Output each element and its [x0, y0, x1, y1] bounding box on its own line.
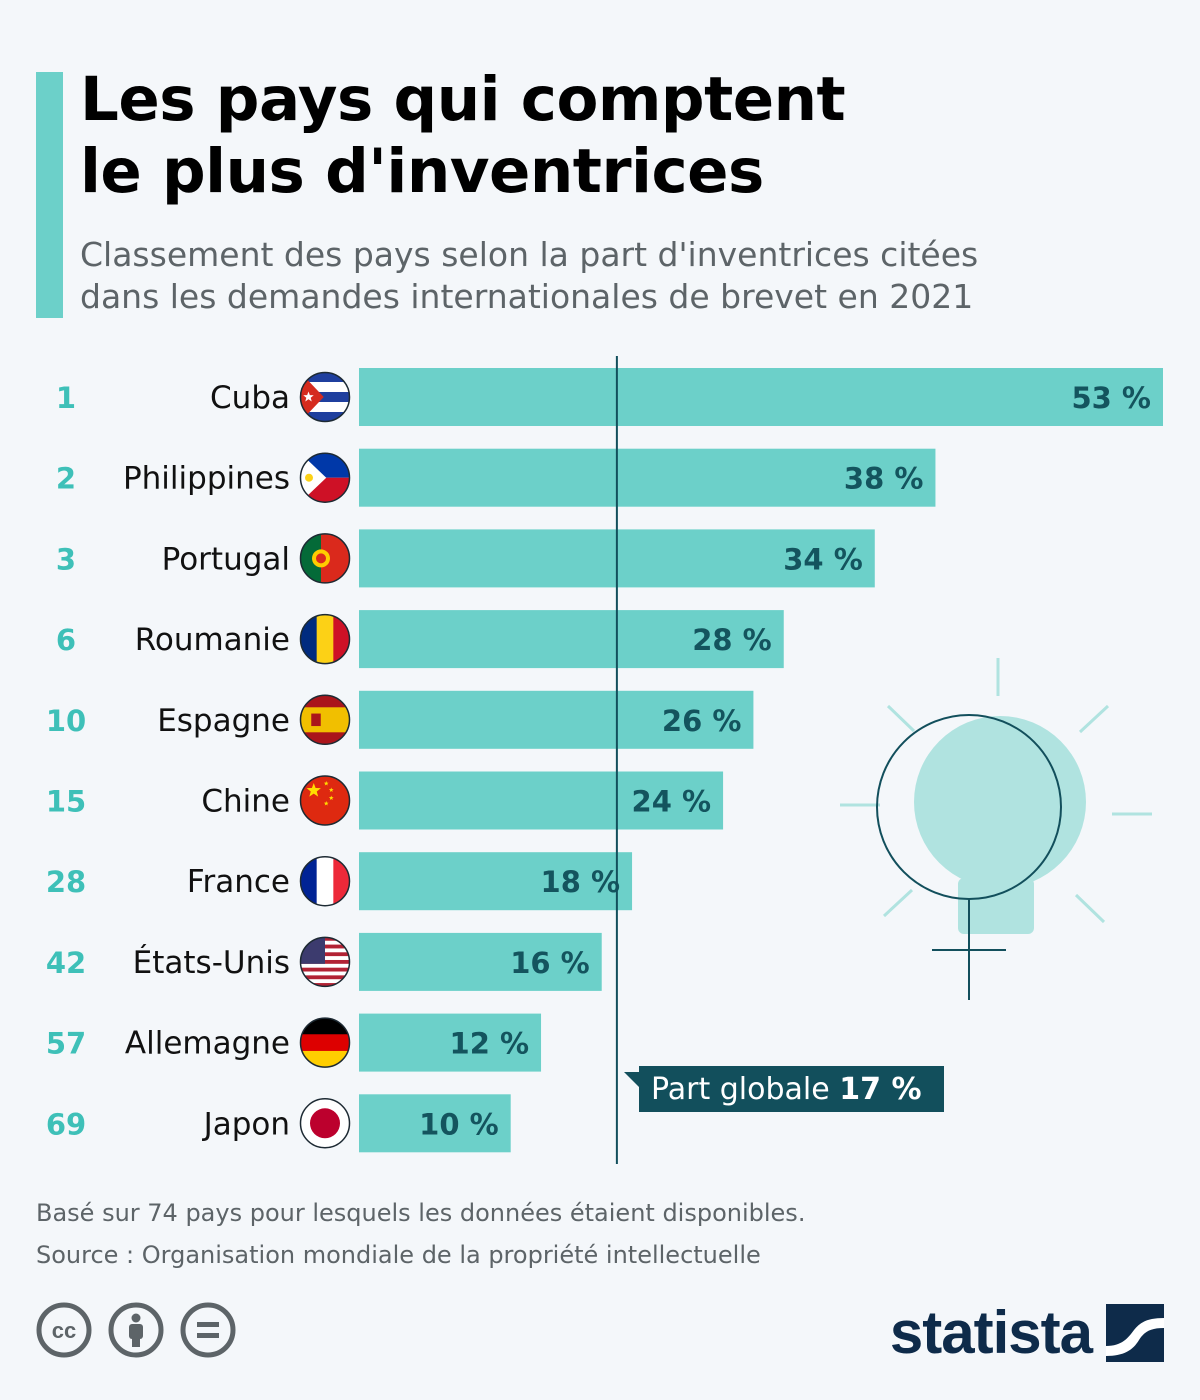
bar — [359, 1094, 511, 1153]
japan-flag-icon — [299, 1098, 351, 1149]
value-label: 38 % — [844, 462, 924, 496]
romania-flag-icon — [299, 613, 351, 665]
value-label: 28 % — [692, 623, 772, 657]
bar-row: 10 Espagne 26 % — [46, 690, 754, 749]
bar — [359, 368, 1163, 426]
value-label: 18 % — [541, 865, 621, 899]
bar-row: 57 Allemagne 12 % — [46, 1013, 542, 1072]
brand-name: statista — [889, 1299, 1093, 1366]
subtitle-line-1: Classement des pays selon la part d'inve… — [80, 235, 979, 274]
value-label: 34 % — [783, 542, 863, 576]
rank-label: 2 — [56, 462, 76, 496]
page-title: Les pays qui comptent le plus d'inventri… — [80, 64, 846, 208]
statista-logo: statista — [890, 1298, 1164, 1367]
portugal-flag-icon — [299, 533, 351, 584]
country-label: France — [187, 864, 290, 900]
country-label: Japon — [202, 1106, 290, 1142]
cuba-flag-icon — [299, 371, 351, 423]
bar — [359, 610, 784, 669]
title-accent-bar — [36, 72, 63, 318]
rank-label: 3 — [56, 542, 76, 576]
value-label: 53 % — [1071, 381, 1151, 415]
country-label: Chine — [201, 784, 290, 820]
bar — [359, 852, 633, 911]
rank-label: 15 — [46, 785, 86, 819]
rank-label: 57 — [46, 1027, 86, 1061]
usa-flag-icon — [299, 936, 351, 988]
rank-label: 69 — [46, 1107, 86, 1141]
country-label: Allemagne — [125, 1026, 290, 1062]
rank-label: 10 — [46, 704, 86, 738]
by-icon — [108, 1302, 164, 1358]
subtitle-line-2: dans les demandes internationales de bre… — [80, 277, 974, 316]
bar-row: 28 France 18 % — [46, 852, 633, 911]
value-label: 12 % — [450, 1027, 530, 1061]
cc-icon: cc — [36, 1302, 92, 1358]
bar — [359, 1013, 542, 1072]
value-label: 16 % — [510, 946, 590, 980]
rank-label: 1 — [56, 381, 76, 415]
philippines-flag-icon — [299, 452, 351, 503]
france-flag-icon — [299, 855, 351, 907]
country-label: Cuba — [210, 380, 290, 416]
lightbulb-icon — [840, 658, 1152, 1000]
china-flag-icon — [299, 775, 351, 826]
country-label: États-Unis — [133, 945, 290, 981]
country-label: Portugal — [162, 541, 290, 577]
germany-flag-icon — [299, 1017, 351, 1068]
footnote: Basé sur 74 pays pour lesquels les donné… — [36, 1192, 805, 1276]
bar-chart: 1 Cuba 53 % 2 Philippines 38 % 3 Portugal 34 % 6 R… — [46, 356, 1163, 1164]
bar-row: 69 Japon 10 % — [46, 1094, 511, 1153]
bar — [359, 771, 724, 830]
bar-row: 1 Cuba 53 % — [56, 368, 1163, 426]
value-label: 24 % — [632, 785, 712, 819]
country-label: Roumanie — [135, 622, 290, 658]
bar — [359, 448, 936, 507]
bar — [359, 932, 602, 991]
statista-mark-icon — [1106, 1303, 1164, 1362]
footnote-source: Source : Organisation mondiale de la pro… — [36, 1241, 761, 1269]
rank-label: 28 — [46, 865, 86, 899]
bar-row: 6 Roumanie 28 % — [56, 610, 784, 669]
bar-row: 2 Philippines 38 % — [56, 448, 936, 507]
reference-callout: Part globale 17 % — [624, 1066, 944, 1112]
bar-row: 15 Chine 24 % — [46, 771, 724, 830]
footnote-note: Basé sur 74 pays pour lesquels les donné… — [36, 1199, 806, 1227]
rank-label: 6 — [56, 623, 76, 657]
svg-text:cc: cc — [52, 1318, 76, 1343]
page-subtitle: Classement des pays selon la part d'inve… — [80, 234, 978, 318]
value-label: 26 % — [662, 704, 742, 738]
nd-icon — [180, 1302, 236, 1358]
bar — [359, 690, 754, 749]
rank-label: 42 — [46, 946, 86, 980]
value-label: 10 % — [419, 1107, 499, 1141]
reference-label: Part globale 17 % — [651, 1072, 922, 1107]
country-label: Philippines — [123, 461, 290, 497]
title-line-2: le plus d'inventrices — [80, 136, 764, 207]
title-line-1: Les pays qui comptent — [80, 64, 846, 135]
bar-row: 3 Portugal 34 % — [56, 529, 875, 588]
country-label: Espagne — [157, 703, 290, 739]
bar-row: 42 États-Unis 16 % — [46, 932, 602, 991]
license-icons: cc — [36, 1302, 236, 1358]
spain-flag-icon — [299, 694, 351, 746]
